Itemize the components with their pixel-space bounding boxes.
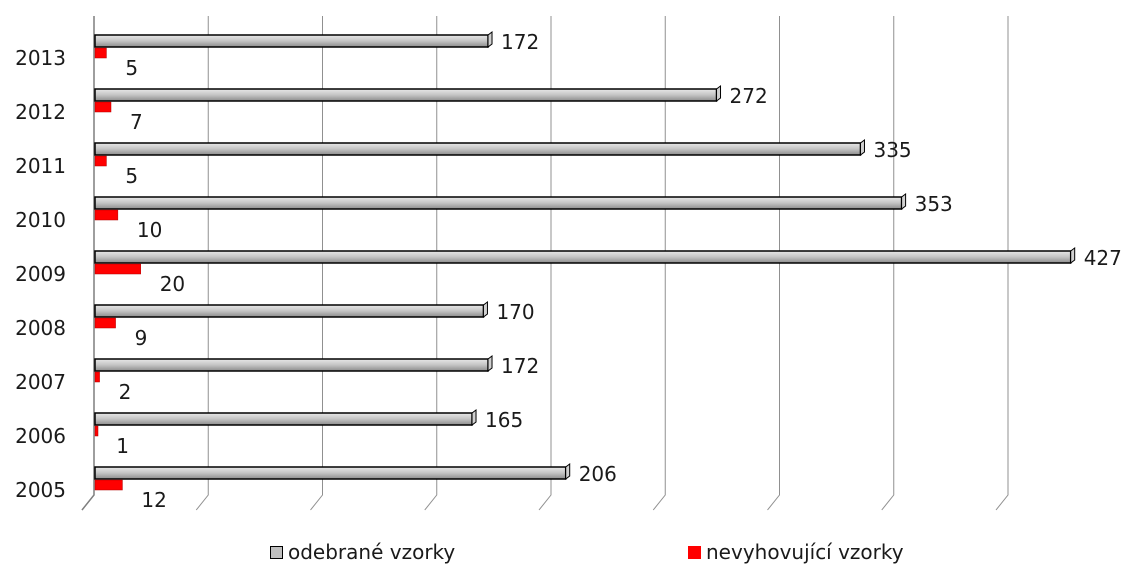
gridline — [881, 16, 895, 511]
value-label-odebrane: 165 — [485, 408, 523, 432]
gridline — [767, 16, 780, 511]
value-label-odebrane: 427 — [1084, 246, 1122, 270]
bar-chart: 2005 206 12 2006 165 1 2007 172 2 2008 170 9 2009 427… — [15, 16, 1122, 512]
bar-nevyhovujici — [94, 209, 119, 221]
bar-odebrane — [94, 142, 862, 156]
bar-odebrane-cap — [859, 139, 865, 156]
gridline — [195, 16, 209, 511]
bar-odebrane-cap — [565, 463, 571, 480]
legend-item-odebrane: odebrané vzorky — [270, 540, 455, 564]
legend-item-nevyhovujici: nevyhovující vzorky — [688, 540, 904, 564]
legend-swatch-red — [688, 545, 701, 559]
value-label-nevyhovujici: 7 — [130, 110, 143, 134]
gridline — [995, 16, 1009, 511]
bar-odebrane — [94, 466, 567, 480]
value-label-odebrane: 172 — [501, 30, 539, 54]
value-label-nevyhovujici: 2 — [119, 380, 132, 404]
y-axis-line — [81, 16, 95, 511]
bar-nevyhovujici — [94, 47, 107, 59]
category-label: 2005 — [15, 478, 66, 502]
bar-odebrane — [94, 250, 1072, 264]
bar-odebrane-cap — [482, 301, 488, 318]
bar-nevyhovujici — [94, 317, 116, 329]
value-label-nevyhovujici: 20 — [160, 272, 185, 296]
value-label-nevyhovujici: 9 — [135, 326, 148, 350]
bar-odebrane — [94, 358, 489, 372]
value-label-odebrane: 206 — [579, 462, 617, 486]
category-label: 2008 — [15, 316, 66, 340]
gridline — [538, 16, 552, 511]
legend-label-nevyhovujici: nevyhovující vzorky — [706, 540, 904, 564]
value-label-nevyhovujici: 12 — [141, 488, 166, 512]
category-label: 2011 — [15, 154, 66, 178]
gridline — [424, 16, 438, 511]
legend-swatch-gray — [270, 545, 283, 559]
bar-nevyhovujici — [94, 479, 123, 491]
value-label-odebrane: 172 — [501, 354, 539, 378]
category-label: 2009 — [15, 262, 66, 286]
value-label-odebrane: 353 — [915, 192, 953, 216]
legend: odebrané vzorky nevyhovující vzorky — [0, 540, 1133, 570]
bar-odebrane-cap — [716, 85, 722, 102]
bar-odebrane — [94, 196, 903, 210]
bar-odebrane-cap — [901, 193, 907, 210]
bar-nevyhovujici — [94, 371, 100, 383]
legend-label-odebrane: odebrané vzorky — [288, 540, 456, 564]
category-label: 2010 — [15, 208, 66, 232]
category-label: 2013 — [15, 46, 66, 70]
gridline — [81, 16, 95, 511]
bar-nevyhovujici — [94, 263, 141, 275]
bar-odebrane — [94, 412, 473, 426]
bar-odebrane — [94, 88, 718, 102]
bar-odebrane-cap — [471, 409, 477, 426]
gridline — [652, 16, 666, 511]
value-label-odebrane: 335 — [873, 138, 911, 162]
value-label-nevyhovujici: 1 — [116, 434, 129, 458]
category-label: 2007 — [15, 370, 66, 394]
gridline — [310, 16, 323, 511]
value-label-odebrane: 170 — [496, 300, 534, 324]
bar-nevyhovujici — [94, 155, 107, 167]
bar-odebrane — [94, 304, 485, 318]
bar-odebrane-cap — [487, 31, 493, 48]
value-label-odebrane: 272 — [730, 84, 768, 108]
bar-nevyhovujici — [94, 425, 99, 437]
bar-odebrane — [94, 34, 489, 48]
bar-odebrane-cap — [1070, 247, 1076, 264]
category-label: 2006 — [15, 424, 66, 448]
category-label: 2012 — [15, 100, 66, 124]
bar-odebrane-cap — [487, 355, 493, 372]
gridlines — [81, 16, 1009, 511]
labels: 2005 206 12 2006 165 1 2007 172 2 2008 170 9 2009 427… — [15, 30, 1122, 512]
bar-nevyhovujici — [94, 101, 112, 113]
value-label-nevyhovujici: 10 — [137, 218, 162, 242]
bars — [94, 31, 1076, 491]
value-label-nevyhovujici: 5 — [125, 56, 138, 80]
value-label-nevyhovujici: 5 — [125, 164, 138, 188]
